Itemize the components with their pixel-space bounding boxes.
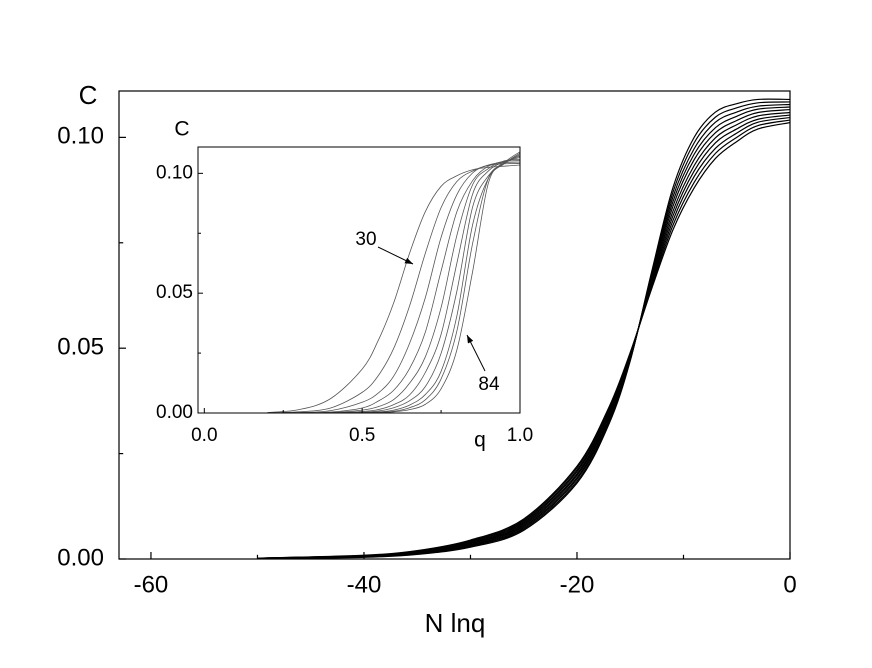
x-axis-label: q bbox=[474, 429, 486, 452]
annotation: 30 bbox=[355, 229, 376, 250]
y-tick-label: 0.05 bbox=[156, 282, 193, 303]
y-tick-label: 0.10 bbox=[57, 123, 104, 150]
y-tick-label: 0.00 bbox=[57, 544, 104, 571]
x-tick-label: 1.0 bbox=[507, 425, 533, 446]
x-tick-label: 0.5 bbox=[349, 425, 375, 446]
data-line bbox=[267, 164, 521, 413]
y-tick-label: 0.00 bbox=[156, 402, 193, 423]
annotation: 84 bbox=[478, 374, 500, 395]
plot-frame bbox=[118, 90, 791, 560]
annotation-arrow bbox=[377, 246, 414, 265]
plot-frame bbox=[197, 146, 521, 414]
y-axis-label: C bbox=[174, 118, 189, 141]
x-tick-label: -40 bbox=[347, 571, 382, 598]
x-tick-label: -60 bbox=[134, 571, 169, 598]
x-tick-label: -20 bbox=[560, 571, 595, 598]
data-line bbox=[267, 160, 521, 414]
y-tick-label: 0.10 bbox=[156, 162, 193, 183]
y-axis-label: C bbox=[79, 80, 98, 110]
data-line bbox=[257, 98, 791, 560]
x-tick-label: 0.0 bbox=[191, 425, 217, 446]
data-line bbox=[267, 161, 521, 414]
x-axis-label: N lnq bbox=[425, 608, 486, 638]
x-tick-label: 0 bbox=[783, 571, 796, 598]
annotation-arrow bbox=[466, 334, 486, 372]
y-tick-label: 0.05 bbox=[57, 334, 104, 361]
